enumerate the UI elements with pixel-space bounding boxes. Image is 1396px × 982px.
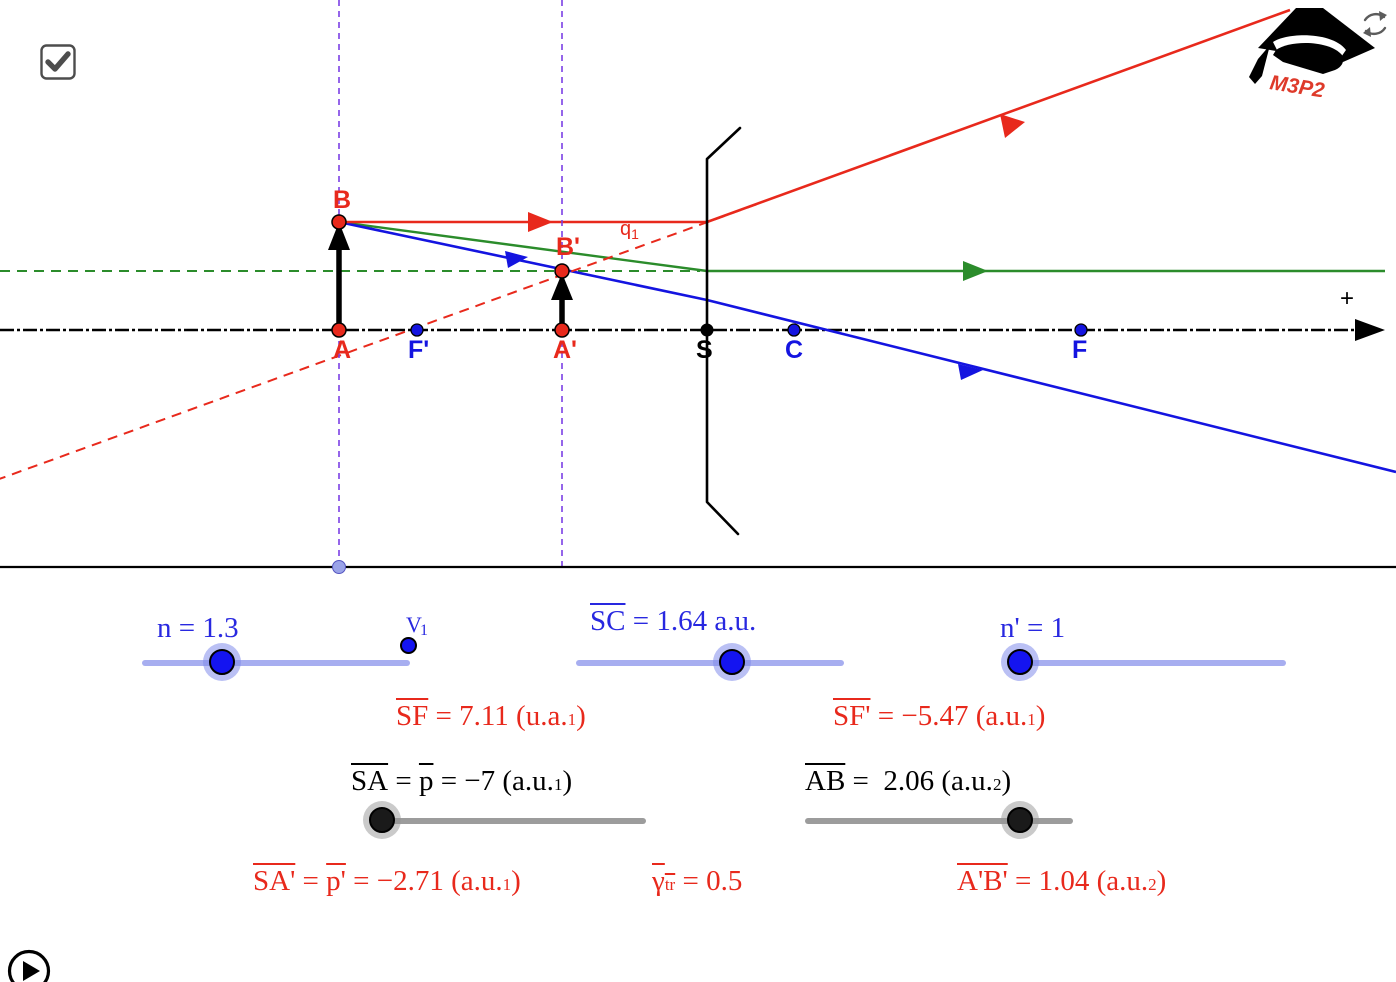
svg-text:+: +: [1340, 285, 1354, 312]
svg-text:B': B': [556, 233, 580, 261]
svg-text:M3P2: M3P2: [1268, 71, 1326, 97]
svg-text:B: B: [333, 186, 351, 214]
svg-text:A: A: [333, 336, 351, 364]
svg-text:A': A': [553, 336, 577, 364]
svg-text:S: S: [696, 336, 713, 364]
svg-text:C: C: [785, 336, 803, 364]
svg-text:F: F: [1072, 336, 1087, 364]
svg-text:F': F': [408, 336, 429, 364]
